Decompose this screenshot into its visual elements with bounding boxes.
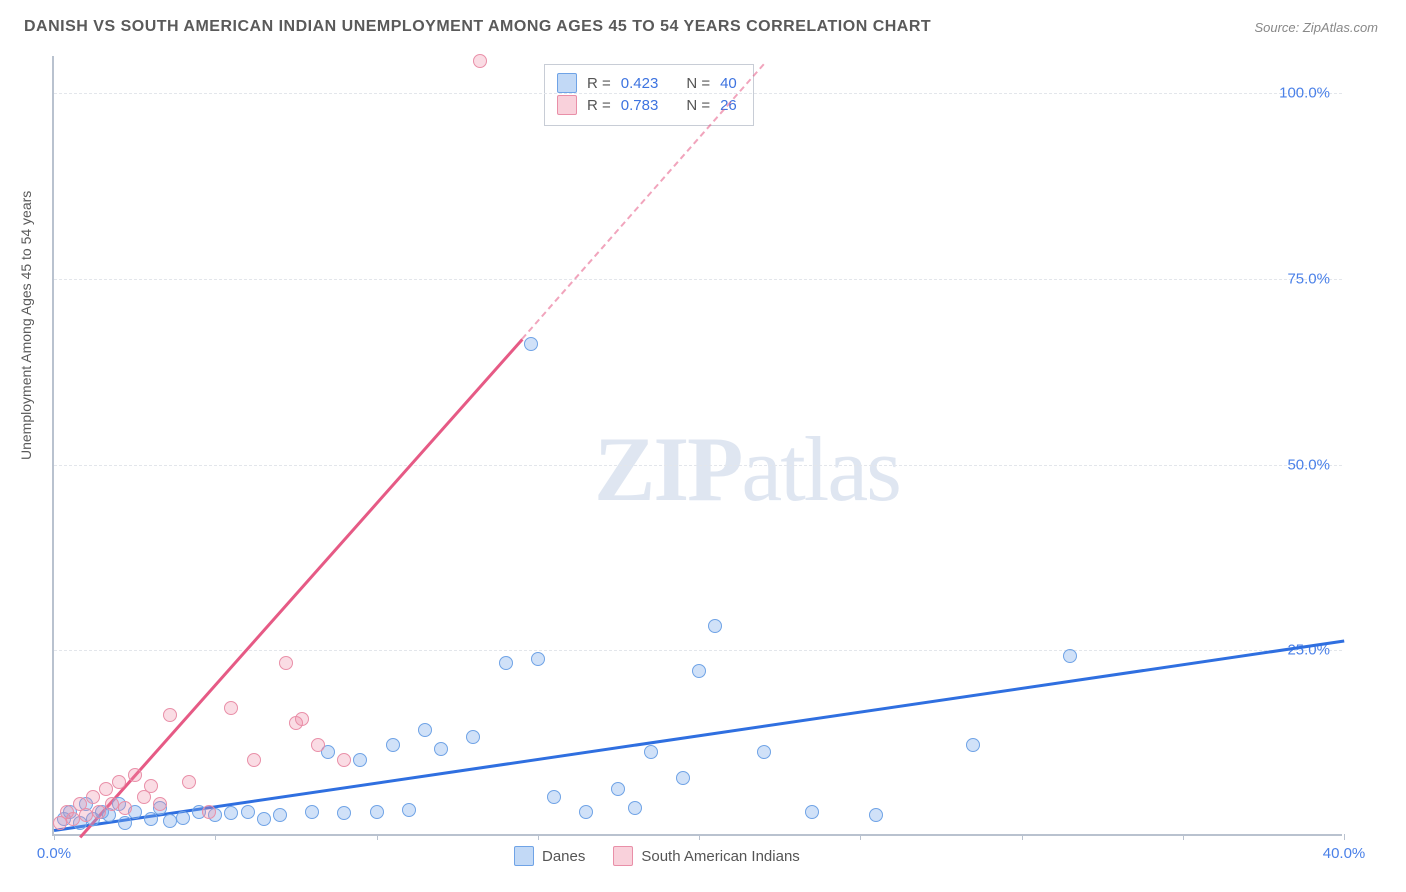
x-tick [1183,834,1184,840]
data-point [66,812,80,826]
data-point [692,664,706,678]
data-point [295,712,309,726]
y-axis-label: Unemployment Among Ages 45 to 54 years [18,191,34,460]
data-point [499,656,513,670]
data-point [79,808,93,822]
stats-box: R = 0.423 N = 40 R = 0.783 N = 26 [544,64,754,126]
data-point [473,54,487,68]
data-point [611,782,625,796]
data-point [118,816,132,830]
data-point [92,805,106,819]
data-point [386,738,400,752]
data-point [163,814,177,828]
regression-line [79,339,523,838]
data-point [311,738,325,752]
data-point [257,812,271,826]
data-point [273,808,287,822]
x-tick [699,834,700,840]
data-point [579,805,593,819]
gridline [54,93,1342,94]
data-point [305,805,319,819]
source-attribution: Source: ZipAtlas.com [1254,20,1378,35]
data-point [105,797,119,811]
stats-row-danes: R = 0.423 N = 40 [557,73,737,93]
x-tick-label: 40.0% [1323,845,1366,862]
data-point [118,801,132,815]
y-tick-label: 100.0% [1279,85,1330,102]
data-point [99,782,113,796]
data-point [144,779,158,793]
x-tick [860,834,861,840]
data-point [757,745,771,759]
data-point [176,811,190,825]
data-point [224,701,238,715]
data-point [153,797,167,811]
watermark-zip: ZIP [594,418,741,520]
x-tick [1344,834,1345,840]
x-tick [1022,834,1023,840]
chart-title: DANISH VS SOUTH AMERICAN INDIAN UNEMPLOY… [24,18,931,36]
data-point [418,723,432,737]
data-point [402,803,416,817]
x-tick [538,834,539,840]
stats-row-sai: R = 0.783 N = 26 [557,95,737,115]
stats-n-label: N = [686,97,710,114]
data-point [434,742,448,756]
data-point [337,806,351,820]
data-point [128,768,142,782]
stats-r-value: 0.423 [621,75,659,92]
data-point [279,656,293,670]
data-point [370,805,384,819]
legend-swatch-blue [514,846,534,866]
data-point [163,708,177,722]
data-point [112,775,126,789]
scatter-plot-area: ZIPatlas R = 0.423 N = 40 R = 0.783 N = … [52,56,1342,836]
data-point [247,753,261,767]
y-tick-label: 50.0% [1287,456,1330,473]
legend-label: Danes [542,848,585,865]
data-point [1063,649,1077,663]
legend-label: South American Indians [641,848,799,865]
data-point [869,808,883,822]
gridline [54,465,1342,466]
legend: Danes South American Indians [514,846,800,866]
data-point [805,805,819,819]
data-point [644,745,658,759]
data-point [202,805,216,819]
data-point [466,730,480,744]
data-point [531,652,545,666]
watermark: ZIPatlas [594,416,900,522]
data-point [353,753,367,767]
stats-r-label: R = [587,97,611,114]
stats-n-label: N = [686,75,710,92]
data-point [524,337,538,351]
data-point [86,790,100,804]
data-point [224,806,238,820]
x-tick [54,834,55,840]
data-point [708,619,722,633]
legend-swatch-pink [613,846,633,866]
gridline [54,279,1342,280]
data-point [241,805,255,819]
y-tick-label: 75.0% [1287,270,1330,287]
x-tick [377,834,378,840]
stats-n-value: 40 [720,75,737,92]
watermark-atlas: atlas [741,418,900,520]
x-tick [215,834,216,840]
data-point [628,801,642,815]
x-tick-label: 0.0% [37,845,71,862]
stats-swatch-blue [557,73,577,93]
data-point [337,753,351,767]
stats-r-label: R = [587,75,611,92]
data-point [966,738,980,752]
data-point [547,790,561,804]
data-point [676,771,690,785]
stats-r-value: 0.783 [621,97,659,114]
legend-item-sai: South American Indians [613,846,799,866]
data-point [182,775,196,789]
data-point [144,812,158,826]
legend-item-danes: Danes [514,846,585,866]
stats-swatch-pink [557,95,577,115]
